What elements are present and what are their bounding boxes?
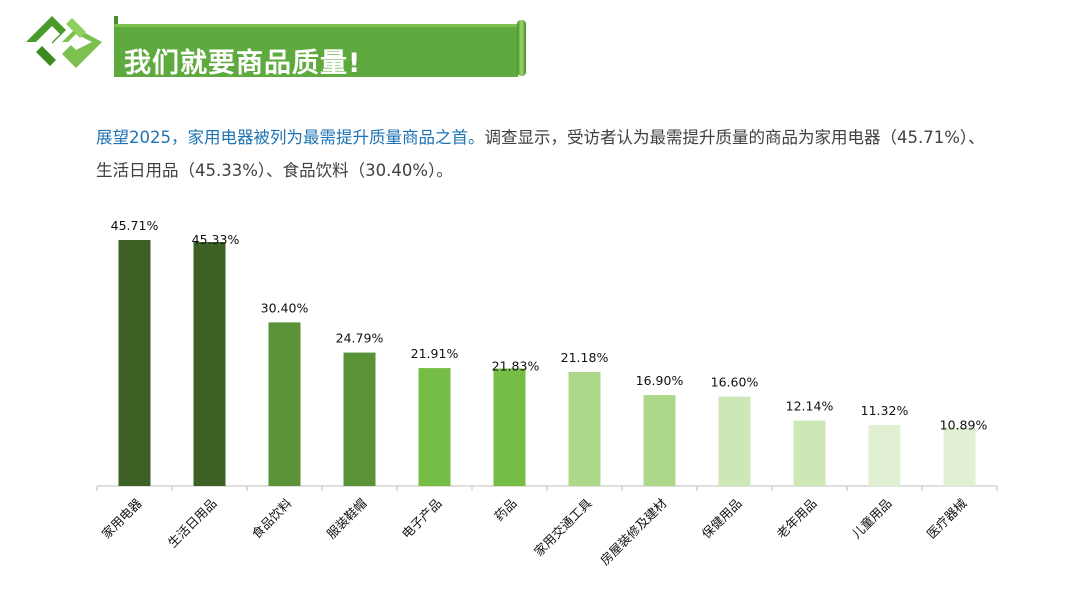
- bar: [343, 352, 376, 486]
- data-label: 21.91%: [411, 346, 459, 361]
- data-label: 21.18%: [561, 350, 609, 365]
- x-tick-label: 医疗器械: [924, 495, 970, 541]
- x-tick-label: 食品饮料: [249, 495, 295, 541]
- x-tick-label: 家用电器: [99, 495, 145, 541]
- data-label: 12.14%: [786, 399, 834, 414]
- title-banner: 我们就要商品质量!: [114, 16, 526, 79]
- data-label: 21.83%: [492, 359, 540, 374]
- banner-scroll-roll: [517, 20, 526, 76]
- page-title: 我们就要商品质量!: [124, 48, 362, 79]
- x-tick-label: 保健用品: [699, 496, 745, 542]
- bar: [493, 368, 526, 486]
- bar: [193, 242, 226, 486]
- description-paragraph: 展望2025，家用电器被列为最需提升质量商品之首。调查显示，受访者认为最需提升质…: [96, 121, 996, 187]
- x-tick-label: 老年用品: [774, 496, 820, 542]
- bar: [568, 372, 601, 486]
- data-label: 16.90%: [636, 373, 684, 388]
- bar: [718, 396, 751, 486]
- x-tick-label: 生活日用品: [165, 496, 220, 551]
- description-body: 调查显示，受访者认为最需提升质量的商品为家用电器（45.71%）、生活日用品（4…: [96, 128, 985, 180]
- brand-logo-icon: [26, 16, 102, 68]
- bar: [268, 322, 301, 486]
- x-tick-label: 电子产品: [399, 496, 445, 542]
- data-label: 45.71%: [111, 218, 159, 233]
- bar: [943, 427, 976, 486]
- bar: [418, 368, 451, 486]
- data-label: 16.60%: [711, 375, 759, 390]
- description-highlight: 展望2025，家用电器被列为最需提升质量商品之首。: [96, 128, 485, 147]
- data-label: 10.89%: [940, 417, 988, 432]
- banner-left-edge: [114, 16, 118, 26]
- x-tick-label: 服装鞋帽: [324, 496, 370, 542]
- data-label: 30.40%: [261, 300, 309, 315]
- x-tick-label: 房屋装修及建材: [597, 496, 669, 568]
- bar: [793, 420, 826, 486]
- banner-background: 我们就要商品质量!: [114, 24, 518, 79]
- x-tick-label: 家用交通工具: [531, 495, 595, 559]
- bar: [868, 425, 901, 486]
- data-label: 24.79%: [336, 331, 384, 346]
- bar: [118, 240, 151, 486]
- x-tick-label: 儿童用品: [849, 496, 895, 542]
- data-label: 45.33%: [192, 232, 240, 247]
- x-tick-label: 药品: [491, 496, 519, 524]
- data-label: 11.32%: [861, 403, 909, 418]
- bar: [643, 395, 676, 486]
